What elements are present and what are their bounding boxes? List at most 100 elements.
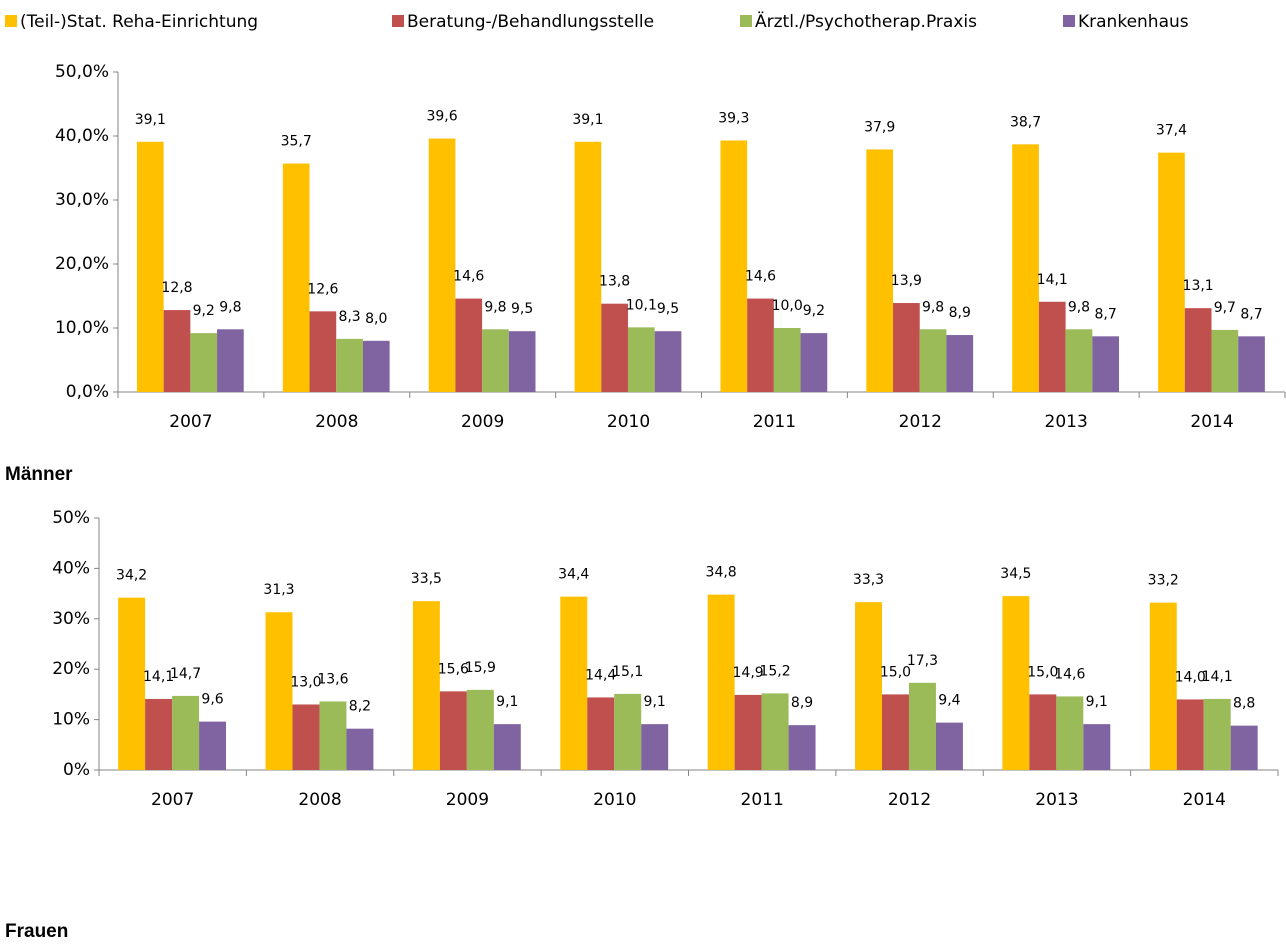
- bar: [292, 704, 320, 770]
- bar: [1230, 725, 1258, 770]
- bar: [362, 340, 390, 392]
- data-label: 9,8: [219, 299, 241, 315]
- data-label: 39,1: [572, 112, 603, 128]
- y-tick-label: 40%: [52, 558, 90, 578]
- y-tick-label: 50%: [52, 508, 90, 528]
- data-label: 9,5: [657, 301, 679, 317]
- legend-swatch: [392, 15, 404, 27]
- data-label: 37,9: [864, 119, 895, 135]
- chart-title: Frauen: [5, 921, 68, 942]
- bar: [1083, 724, 1111, 770]
- bar: [466, 689, 494, 770]
- data-label: 13,6: [317, 671, 348, 687]
- bar: [720, 140, 748, 392]
- bar: [893, 303, 920, 392]
- legend-label: (Teil-)Stat. Reha-Einrichtung: [20, 12, 258, 32]
- data-label: 9,8: [1068, 299, 1090, 315]
- data-label: 13,0: [290, 674, 321, 690]
- y-tick-label: 20,0%: [55, 254, 109, 274]
- bar: [761, 693, 789, 770]
- bar: [217, 329, 244, 392]
- bar: [1211, 329, 1239, 392]
- bar: [1092, 336, 1119, 392]
- data-label: 8,0: [365, 311, 387, 327]
- data-label: 14,6: [745, 269, 776, 285]
- x-tick-label: 2011: [753, 412, 796, 432]
- data-label: 39,1: [135, 112, 166, 128]
- data-label: 15,2: [759, 663, 790, 679]
- data-label: 14,1: [143, 669, 174, 685]
- x-tick-label: 2014: [1183, 790, 1226, 810]
- bar: [493, 724, 521, 770]
- data-label: 34,2: [116, 568, 147, 584]
- bar: [855, 602, 883, 770]
- bar: [747, 298, 774, 392]
- bar: [641, 724, 669, 770]
- data-label: 14,6: [1054, 666, 1085, 682]
- bar: [946, 335, 974, 392]
- data-label: 9,8: [484, 299, 506, 315]
- x-tick-label: 2010: [593, 790, 636, 810]
- bar: [574, 141, 602, 392]
- bar: [908, 682, 936, 770]
- data-label: 14,7: [170, 666, 201, 682]
- data-label: 34,8: [706, 565, 737, 581]
- data-label: 13,9: [891, 273, 922, 289]
- legend-swatch: [740, 15, 752, 27]
- data-label: 8,3: [338, 309, 360, 325]
- bar: [118, 597, 146, 770]
- bar: [508, 331, 536, 392]
- bar: [919, 329, 947, 392]
- bar: [482, 329, 509, 392]
- data-label: 9,4: [938, 693, 960, 709]
- data-label: 14,9: [733, 665, 764, 681]
- x-tick-label: 2008: [298, 790, 341, 810]
- data-label: 14,1: [1037, 272, 1068, 288]
- data-label: 35,7: [281, 134, 312, 150]
- data-label: 37,4: [1156, 123, 1187, 139]
- legend-swatch: [1063, 15, 1075, 27]
- y-tick-label: 30,0%: [55, 190, 109, 210]
- bar: [800, 333, 828, 392]
- bar: [1176, 699, 1204, 770]
- data-label: 9,6: [201, 692, 223, 708]
- bar: [282, 163, 310, 392]
- bar: [346, 728, 374, 770]
- x-tick-label: 2013: [1045, 412, 1088, 432]
- data-label: 39,3: [718, 110, 749, 126]
- data-label: 33,5: [411, 571, 442, 587]
- data-label: 15,6: [438, 661, 469, 677]
- x-tick-label: 2008: [315, 412, 358, 432]
- bar: [773, 328, 801, 392]
- data-label: 8,9: [791, 695, 813, 711]
- data-label: 13,8: [599, 274, 630, 290]
- data-label: 31,3: [263, 582, 294, 598]
- legend-label: Krankenhaus: [1078, 12, 1189, 32]
- bar: [172, 695, 200, 770]
- legend-swatch: [5, 15, 17, 27]
- y-tick-label: 10,0%: [55, 318, 109, 338]
- bar: [587, 697, 615, 770]
- x-tick-label: 2012: [888, 790, 931, 810]
- bar: [309, 311, 337, 392]
- bar: [1158, 152, 1185, 392]
- chart-title: Männer: [5, 464, 73, 485]
- y-tick-label: 20%: [52, 659, 90, 679]
- data-label: 9,1: [1086, 694, 1108, 710]
- data-label: 9,2: [803, 303, 825, 319]
- data-label: 39,6: [426, 109, 457, 125]
- bar: [560, 596, 588, 770]
- data-label: 9,1: [496, 694, 518, 710]
- legend-label: Ärztl./Psychotherap.Praxis: [755, 11, 977, 32]
- data-label: 34,5: [1000, 566, 1031, 582]
- bar: [428, 138, 456, 392]
- data-label: 12,8: [161, 280, 192, 296]
- x-tick-label: 2009: [461, 412, 504, 432]
- data-label: 9,8: [922, 299, 944, 315]
- y-tick-label: 50,0%: [55, 62, 109, 82]
- data-label: 17,3: [907, 653, 938, 669]
- data-label: 33,2: [1148, 573, 1179, 589]
- x-tick-label: 2009: [446, 790, 489, 810]
- data-label: 9,2: [193, 303, 215, 319]
